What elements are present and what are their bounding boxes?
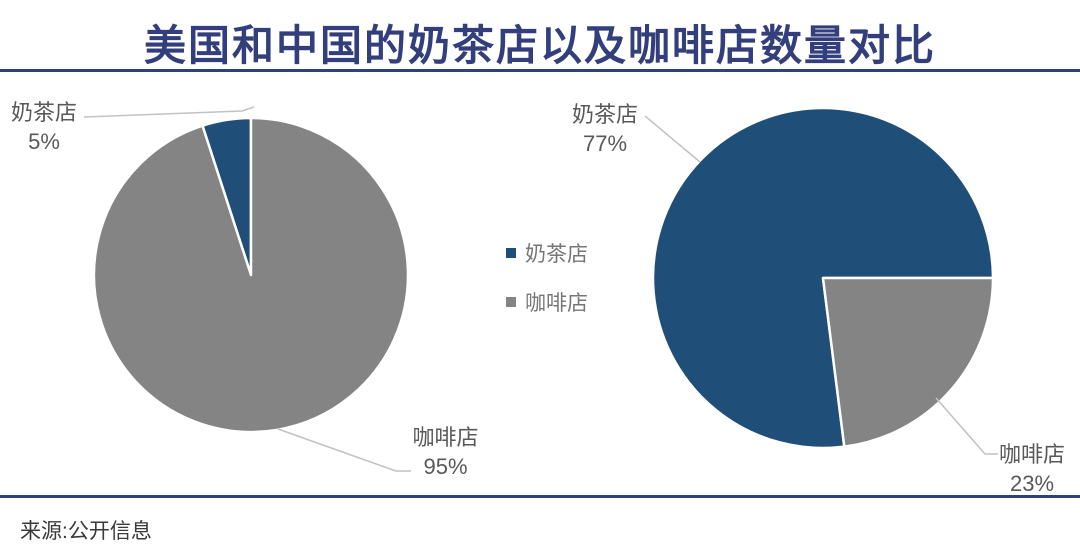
slice-label-name: 咖啡店 (998, 442, 1065, 467)
page-title: 美国和中国的奶茶店以及咖啡店数量对比 (143, 22, 936, 69)
pie-slice-咖啡店-23% (821, 276, 995, 448)
slice-label-us-coffee: 咖啡店 95% (398, 423, 493, 481)
pie-slice-咖啡店-95% (92, 116, 410, 434)
slice-label-pct: 77% (582, 131, 628, 156)
slice-label-name: 咖啡店 (412, 425, 479, 450)
slice-label-china-coffee: 咖啡店 23% (986, 440, 1078, 498)
legend-label-tea: 奶茶店 (525, 243, 588, 266)
legend-item-coffee: 咖啡店 (506, 287, 588, 317)
slice-label-name: 奶茶店 (10, 100, 77, 125)
slice-label-pct: 5% (28, 129, 60, 154)
legend: 奶茶店 咖啡店 (506, 238, 588, 336)
footer-divider (0, 495, 1080, 498)
leader-line-us-coffee (277, 428, 411, 472)
source-text: 来源:公开信息 (20, 520, 152, 543)
slice-label-china-tea: 奶茶店 77% (560, 100, 650, 158)
slice-label-pct: 23% (1009, 471, 1055, 496)
legend-label-coffee: 咖啡店 (525, 292, 588, 315)
legend-swatch-tea-icon (506, 248, 516, 258)
slice-label-us-tea: 奶茶店 5% (0, 98, 88, 156)
slice-label-name: 奶茶店 (571, 102, 638, 127)
slice-label-pct: 95% (423, 454, 468, 479)
title-divider (0, 69, 1080, 72)
legend-swatch-coffee-icon (506, 297, 516, 307)
pie-chart-us (92, 116, 410, 434)
pie-slice-奶茶店-77% (651, 106, 995, 450)
legend-item-tea: 奶茶店 (506, 238, 588, 268)
pie-chart-china (651, 106, 995, 450)
